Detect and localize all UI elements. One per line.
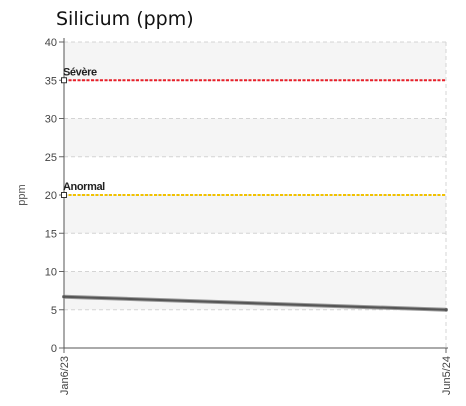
x-tick-label: Jan6/23: [59, 356, 71, 395]
threshold-label: Sévère: [63, 66, 97, 78]
y-tick-label: 35: [45, 75, 57, 87]
data-point: [444, 308, 448, 312]
data-point: [62, 295, 66, 299]
chart-title: Silicium (ppm): [56, 8, 194, 30]
y-axis-label: ppm: [16, 184, 28, 205]
threshold-marker: [61, 192, 67, 198]
y-tick-label: 15: [45, 228, 57, 240]
y-tick-label: 10: [45, 267, 57, 279]
y-tick-label: 5: [51, 305, 57, 317]
grid-band: [64, 195, 446, 234]
x-tick-label: Jun5/24: [441, 356, 453, 395]
y-tick-label: 25: [45, 152, 57, 164]
y-tick-label: 30: [45, 114, 57, 126]
threshold-label: Anormal: [63, 181, 105, 193]
y-tick-label: 40: [45, 37, 57, 49]
threshold-marker: [61, 77, 67, 84]
y-tick-label: 0: [51, 343, 57, 355]
grid-band: [64, 118, 446, 157]
grid-band: [64, 42, 446, 81]
y-tick-label: 20: [45, 190, 57, 202]
series-line: [63, 295, 447, 311]
